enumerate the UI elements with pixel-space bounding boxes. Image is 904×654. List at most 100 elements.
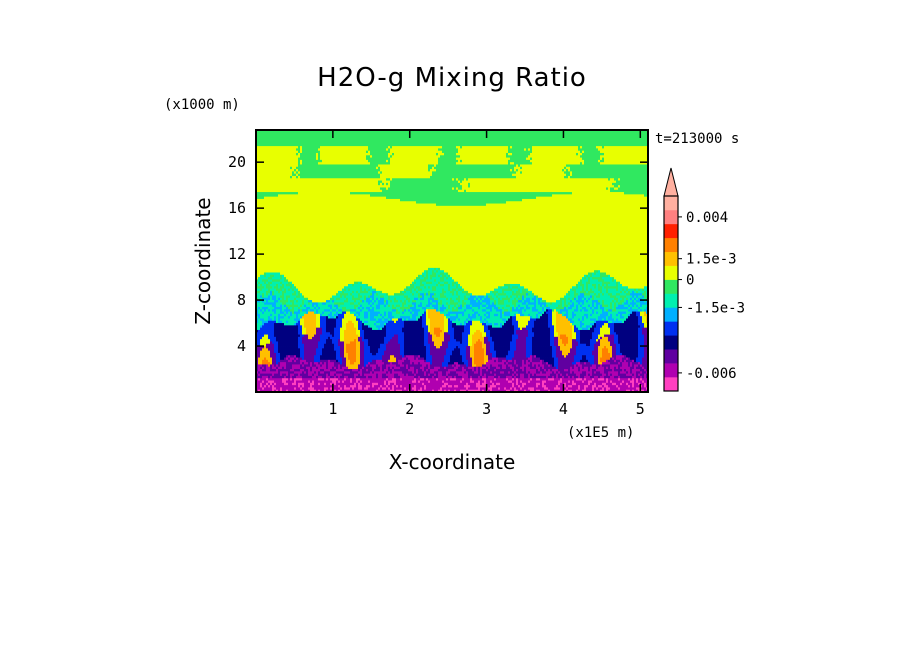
- heatmap-cell: [282, 171, 285, 175]
- heatmap-cell: [280, 385, 283, 388]
- heatmap-cell: [276, 290, 279, 294]
- heatmap-cell: [286, 244, 289, 248]
- heatmap-cell: [290, 238, 293, 241]
- heatmap-cell: [262, 283, 265, 287]
- heatmap-cell: [290, 205, 293, 209]
- heatmap-cell: [284, 286, 287, 289]
- heatmap-cell: [280, 359, 283, 363]
- heatmap-cell: [266, 208, 269, 211]
- heatmap-cell: [280, 244, 283, 248]
- heatmap-cell: [284, 231, 287, 234]
- heatmap-cell: [282, 283, 285, 287]
- heatmap-cell: [280, 316, 283, 319]
- heatmap-cell: [278, 258, 281, 262]
- heatmap-cell: [262, 293, 265, 296]
- heatmap-cell: [294, 288, 297, 292]
- heatmap-cell: [280, 373, 283, 377]
- heatmap-cell: [292, 261, 295, 264]
- heatmap-cell: [292, 277, 295, 280]
- heatmap-cell: [262, 304, 265, 308]
- heatmap-cell: [268, 336, 271, 340]
- heatmap-cell: [258, 274, 261, 278]
- heatmap-cell: [268, 251, 271, 255]
- heatmap-cell: [280, 318, 283, 322]
- heatmap-cell: [256, 387, 259, 391]
- heatmap-cell: [288, 150, 291, 154]
- heatmap-cell: [274, 192, 277, 195]
- heatmap-cell: [288, 265, 291, 269]
- heatmap-cell: [262, 210, 265, 214]
- heatmap-cell: [288, 215, 291, 218]
- heatmap-cell: [256, 359, 259, 363]
- heatmap-cell: [284, 325, 287, 329]
- heatmap-cell: [276, 316, 279, 319]
- heatmap-cell: [272, 309, 275, 312]
- heatmap-cell: [282, 146, 285, 149]
- heatmap-cell: [260, 132, 263, 135]
- heatmap-cell: [258, 242, 261, 246]
- heatmap-cell: [260, 212, 263, 216]
- heatmap-cell: [274, 334, 277, 338]
- heatmap-cell: [272, 288, 275, 292]
- heatmap-cell: [260, 320, 263, 324]
- heatmap-cell: [276, 265, 279, 269]
- heatmap-cell: [260, 352, 263, 356]
- heatmap-cell: [264, 293, 267, 296]
- heatmap-cell: [280, 274, 283, 278]
- heatmap-cell: [278, 270, 281, 273]
- heatmap-cell: [284, 233, 287, 237]
- heatmap-cell: [260, 224, 263, 227]
- heatmap-cell: [278, 274, 281, 278]
- heatmap-cell: [294, 150, 297, 154]
- heatmap-cell: [284, 136, 287, 140]
- heatmap-cell: [276, 166, 279, 170]
- heatmap-cell: [256, 146, 259, 149]
- heatmap-cell: [272, 256, 275, 260]
- heatmap-cell: [284, 247, 287, 250]
- heatmap-cell: [284, 139, 287, 142]
- heatmap-cell: [282, 385, 285, 388]
- heatmap-cell: [292, 279, 295, 283]
- heatmap-cell: [284, 362, 287, 365]
- heatmap-cell: [256, 134, 259, 138]
- heatmap-cell: [270, 132, 273, 135]
- heatmap-cell: [262, 157, 265, 161]
- heatmap-cell: [288, 219, 291, 223]
- heatmap-cell: [272, 389, 275, 392]
- heatmap-cell: [290, 231, 293, 234]
- heatmap-cell: [272, 198, 275, 202]
- heatmap-cell: [290, 348, 293, 352]
- heatmap-cell: [282, 173, 285, 177]
- heatmap-cell: [276, 182, 279, 186]
- heatmap-cell: [286, 224, 289, 227]
- heatmap-cell: [286, 201, 289, 204]
- heatmap-cell: [278, 180, 281, 184]
- heatmap-cell: [282, 175, 285, 179]
- heatmap-cell: [258, 130, 261, 133]
- heatmap-cell: [292, 274, 295, 278]
- heatmap-cell: [260, 157, 263, 161]
- heatmap-cell: [264, 150, 267, 154]
- heatmap-cell: [276, 247, 279, 250]
- heatmap-cell: [284, 235, 287, 239]
- heatmap-cell: [270, 348, 273, 352]
- heatmap-cell: [258, 389, 261, 392]
- heatmap-cell: [264, 247, 267, 250]
- heatmap-cell: [286, 371, 289, 375]
- heatmap-cell: [260, 290, 263, 294]
- heatmap-cell: [286, 247, 289, 250]
- heatmap-cell: [290, 300, 293, 303]
- heatmap-cell: [266, 348, 269, 352]
- heatmap-cell: [284, 150, 287, 154]
- heatmap-cell: [268, 196, 271, 200]
- heatmap-cell: [278, 231, 281, 234]
- heatmap-cell: [256, 300, 259, 303]
- heatmap-cell: [266, 352, 269, 356]
- heatmap-cell: [278, 169, 281, 172]
- heatmap-cell: [288, 226, 291, 230]
- heatmap-cell: [264, 320, 267, 324]
- heatmap-cell: [282, 130, 285, 133]
- heatmap-cell: [278, 366, 281, 370]
- heatmap-cell: [268, 332, 271, 335]
- heatmap-cell: [280, 261, 283, 264]
